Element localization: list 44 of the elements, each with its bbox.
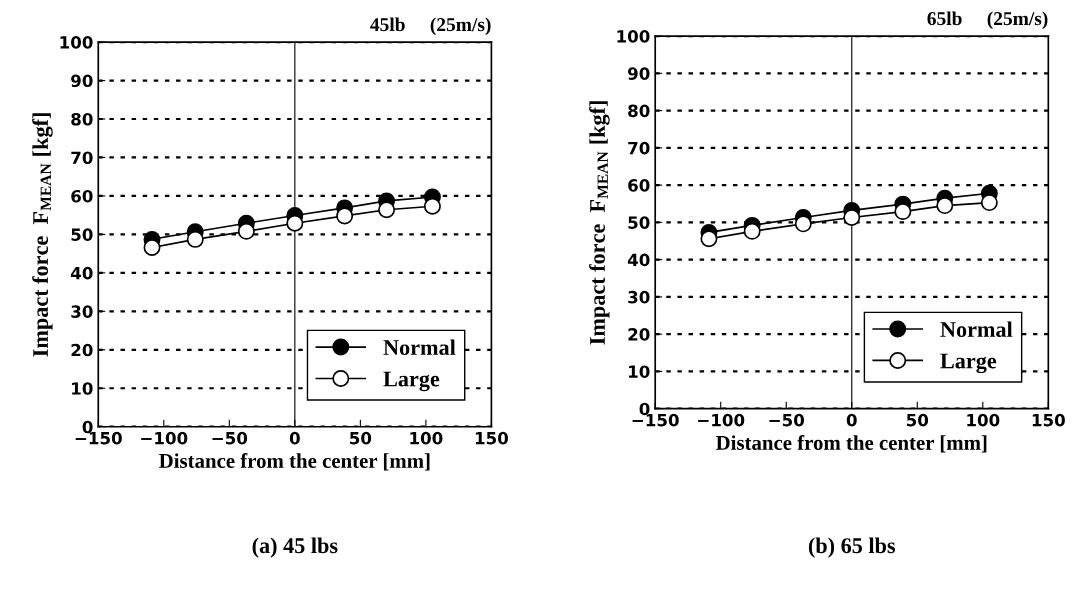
x-tick-label: 0 xyxy=(846,413,857,427)
y-tick-label: 60 xyxy=(71,189,93,203)
y-tick-label: 30 xyxy=(628,290,650,304)
text: (a) 45 lbs xyxy=(252,537,338,558)
x-axis-title: Distance from the center [mm] xyxy=(159,453,430,471)
y-tick-label: 90 xyxy=(71,74,93,88)
y-tick-label: 100 xyxy=(617,30,650,43)
y-tick-label: 90 xyxy=(628,67,650,80)
x-axis-title: Distance from the center [mm] xyxy=(715,435,987,453)
y-tick-label: 40 xyxy=(627,253,650,267)
legend-label: Large xyxy=(940,353,997,374)
chart-title: 65lb (25m/s) xyxy=(927,11,1048,30)
x-tick-label: −100 xyxy=(141,431,188,445)
y-tick-label: 20 xyxy=(628,328,650,341)
text: (b) 65 lbs xyxy=(808,537,896,558)
y-axis-title: Impact force F$_{MEAN}$ [kgf] xyxy=(589,101,610,345)
legend-label: Normal xyxy=(383,339,456,356)
y-tick-label: 80 xyxy=(71,112,93,126)
x-tick-label: 50 xyxy=(906,413,929,427)
y-tick-label: 50 xyxy=(628,216,650,229)
y-tick-label: 50 xyxy=(71,228,93,241)
x-tick-label: 100 xyxy=(967,413,1000,427)
x-tick-label: 150 xyxy=(475,431,508,445)
x-tick-label: −50 xyxy=(212,431,248,445)
legend-label: Large xyxy=(383,371,440,392)
chart-title: 45lb (25m/s) xyxy=(370,17,491,36)
x-tick-label: 0 xyxy=(289,431,300,445)
y-tick-label: 30 xyxy=(71,305,93,318)
y-tick-label: 10 xyxy=(72,382,93,395)
y-tick-label: 100 xyxy=(60,36,93,49)
y-tick-label: 60 xyxy=(628,179,650,192)
x-tick-label: −100 xyxy=(698,413,745,427)
x-tick-label: −50 xyxy=(769,413,805,427)
x-tick-label: 100 xyxy=(410,431,443,445)
y-tick-label: 10 xyxy=(629,365,650,378)
legend-label: Normal xyxy=(940,321,1013,338)
y-tick-label: 70 xyxy=(628,141,650,155)
x-tick-label: 150 xyxy=(1032,413,1065,427)
y-axis-title: Impact force F$_{MEAN}$ [kgf] xyxy=(32,113,53,357)
y-tick-label: 20 xyxy=(71,343,93,357)
y-tick-label: 80 xyxy=(628,104,650,118)
y-tick-label: 70 xyxy=(71,151,93,165)
x-tick-label: 50 xyxy=(350,431,372,445)
y-tick-label: 40 xyxy=(70,266,93,280)
